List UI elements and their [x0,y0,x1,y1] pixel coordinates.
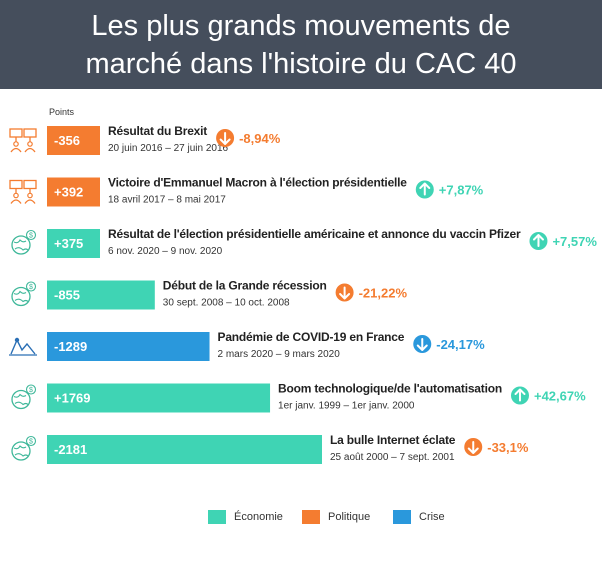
bar-value-label: -356 [54,133,80,148]
event-dates: 6 nov. 2020 – 9 nov. 2020 [108,246,223,257]
bar [47,332,210,361]
globe-dollar-icon: $ [11,435,37,461]
bar-row: $ -855 Début de la Grande récession 30 sept… [11,279,408,310]
virus-chart-icon [9,337,37,356]
svg-text:$: $ [29,439,33,446]
arrow-down-icon [216,129,235,147]
event-label: Pandémie de COVID-19 en France [218,330,405,344]
event-dates: 25 août 2000 – 7 sept. 2001 [330,452,455,463]
legend-label-crise: Crise [419,511,445,523]
globe-dollar-icon: $ [11,229,37,255]
event-dates: 20 juin 2016 – 27 juin 2016 [108,143,229,154]
bar-value-label: +392 [54,185,83,200]
legend-swatch-economie [208,510,226,524]
svg-text:$: $ [29,233,33,240]
bar-row: -1289 Pandémie de COVID-19 en France 2 mar… [9,330,485,361]
chart-title: Les plus grands mouvements de marché dan… [85,9,517,80]
bar-value-label: +375 [54,236,83,251]
event-label: Boom technologique/de l'automatisation [278,382,502,396]
globe-dollar-icon: $ [11,384,37,410]
change-percent: +7,87% [439,183,484,198]
bar-value-label: -855 [54,288,80,303]
bar [47,177,100,207]
legend-item-economie: Économie [208,510,283,524]
globe-dollar-icon: $ [11,281,37,307]
legend-label-economie: Économie [234,511,283,523]
bar-value-label: -1289 [54,339,87,354]
arrow-down-icon [335,283,354,302]
bar-row: $ -2181 La bulle Internet éclate 25 août 20… [11,433,529,464]
protest-sign-icon [9,179,37,204]
arrow-down-icon [413,335,432,353]
bar-row: +392 Victoire d'Emmanuel Macron à l'élect… [9,176,484,207]
bar [47,383,271,413]
legend-item-crise: Crise [393,510,445,524]
change-percent: -24,17% [436,337,485,352]
bar-row: -356 Résultat du Brexit 20 juin 2016 – 27 … [9,124,281,155]
bar-value-label: -2181 [54,442,87,457]
svg-text:$: $ [29,284,33,291]
event-dates: 30 sept. 2008 – 10 oct. 2008 [163,298,290,309]
bar [47,229,100,258]
legend-item-politique: Politique [302,510,370,524]
event-label: Résultat du Brexit [108,124,207,138]
arrow-down-icon [464,438,483,456]
change-percent: -21,22% [359,286,408,301]
bar-value-label: +1769 [54,391,91,406]
legend-swatch-crise [393,510,411,524]
change-percent: -33,1% [487,440,529,455]
event-dates: 18 avril 2017 – 8 mai 2017 [108,195,226,206]
legend-label-politique: Politique [328,511,371,523]
svg-text:$: $ [29,387,33,394]
arrow-up-icon [529,232,548,250]
change-percent: +7,57% [552,234,597,249]
event-label: Début de la Grande récession [163,279,327,293]
arrow-up-icon [415,180,434,199]
bar [47,435,322,464]
bar [47,126,100,155]
protest-sign-icon [9,128,37,153]
event-dates: 1er janv. 1999 – 1er janv. 2000 [278,401,415,412]
bar-row: $ +375 Résultat de l'élection présidentiel… [11,227,597,258]
change-percent: +42,67% [534,389,586,404]
change-percent: -8,94% [239,131,281,146]
event-label: Victoire d'Emmanuel Macron à l'élection … [108,176,407,190]
bar-row: $ +1769 Boom technologique/de l'automatisa… [11,382,586,413]
chart-legend: Économie Politique Crise [0,510,602,532]
units-label: Points [49,107,75,117]
event-label: Résultat de l'élection présidentielle am… [108,227,521,241]
chart-header: Les plus grands mouvements de marché dan… [0,0,602,89]
event-label: La bulle Internet éclate [330,433,456,447]
bar [47,280,155,310]
event-dates: 2 mars 2020 – 9 mars 2020 [218,349,341,360]
legend-swatch-politique [302,510,320,524]
arrow-up-icon [510,386,529,405]
